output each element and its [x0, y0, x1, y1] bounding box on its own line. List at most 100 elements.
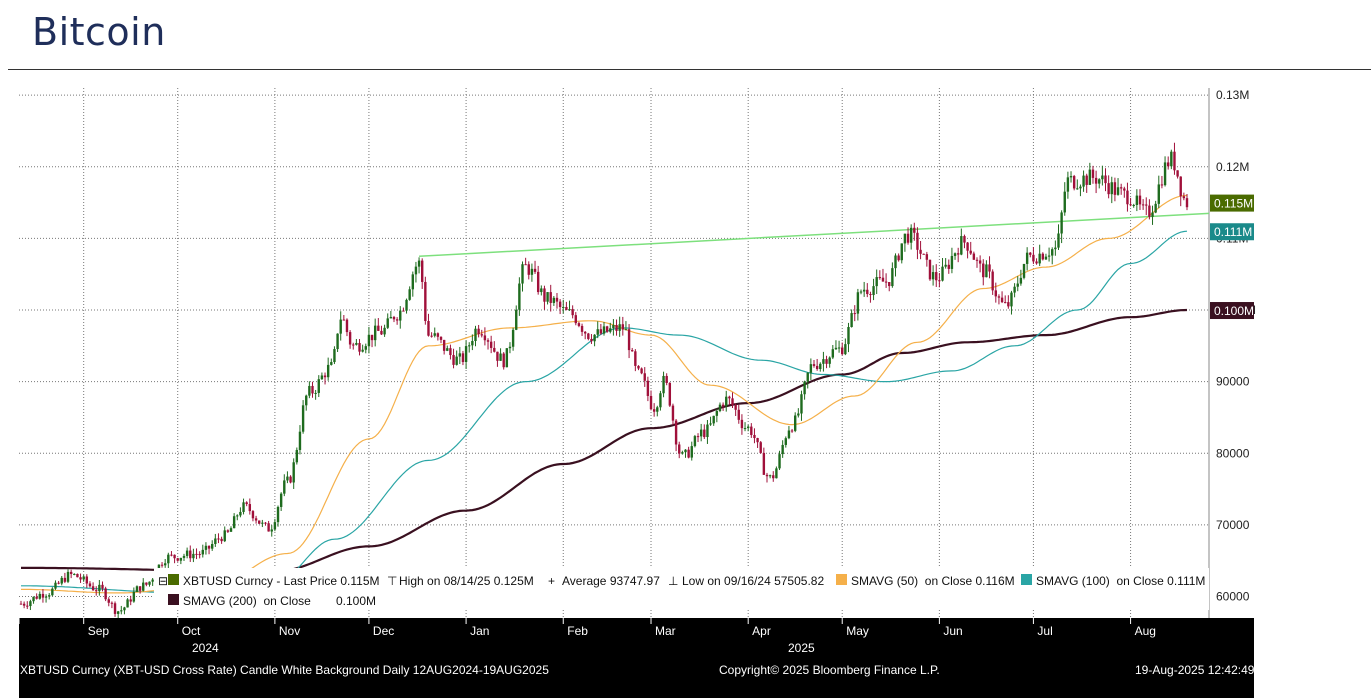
low-marker-icon: ⊥ — [668, 574, 678, 588]
candle-down — [759, 442, 762, 453]
candle-down — [424, 281, 427, 322]
candle-up — [900, 243, 903, 261]
gridlines — [19, 88, 1210, 618]
candle-down — [1032, 254, 1035, 262]
candle-down — [881, 277, 885, 282]
candle-down — [637, 365, 640, 369]
candle-down — [543, 288, 546, 302]
candle-up — [242, 502, 245, 512]
candle-up — [1170, 151, 1173, 167]
candle-down — [878, 277, 882, 279]
candle-down — [888, 282, 891, 287]
candle-up — [182, 555, 186, 558]
copyright: Copyright© 2025 Bloomberg Finance L.P. — [719, 663, 940, 677]
candle-down — [627, 329, 631, 351]
candle-down — [772, 475, 775, 479]
candle-down — [101, 584, 104, 589]
candle-down — [574, 315, 577, 324]
candle-down — [91, 586, 95, 591]
candle-up — [505, 348, 509, 368]
candle-down — [972, 253, 976, 260]
candle-down — [580, 325, 584, 332]
candle-up — [518, 283, 521, 310]
legend-swatch-sma200 — [168, 594, 179, 605]
candle-up — [872, 286, 875, 296]
legend-last-price: XBTUSD Curncy - Last Price 0.115M — [183, 574, 380, 588]
candle-down — [621, 324, 625, 330]
candle-down — [248, 504, 252, 512]
candle-down — [643, 373, 646, 381]
candle-down — [358, 342, 361, 352]
candle-down — [1004, 302, 1007, 304]
candle-down — [1176, 170, 1179, 177]
candle-down — [323, 375, 327, 378]
timestamp: 19-Aug-2025 12:42:49 — [1135, 663, 1255, 677]
candle-up — [712, 415, 715, 424]
candle-down — [493, 347, 496, 352]
candle-up — [944, 264, 947, 267]
candle-down — [753, 434, 756, 439]
x-axis-bar — [19, 618, 1254, 698]
candle-up — [201, 549, 204, 555]
candle-down — [311, 385, 314, 394]
candle-up — [891, 268, 894, 287]
candle-up — [593, 334, 596, 342]
candle-down — [352, 344, 355, 346]
candle-down — [765, 474, 769, 477]
candle-down — [978, 260, 982, 264]
candle-down — [1035, 261, 1038, 264]
candle-down — [251, 511, 255, 519]
y-tick-label: 90000 — [1216, 375, 1250, 389]
candle-up — [399, 310, 402, 321]
candle-up — [298, 431, 302, 450]
candle-down — [348, 332, 352, 345]
candle-down — [897, 255, 900, 261]
candle-up — [1054, 247, 1057, 250]
candle-up — [273, 522, 277, 530]
candle-up — [308, 385, 311, 396]
candle-up — [709, 423, 712, 425]
page-title: Bitcoin — [32, 10, 166, 54]
candle-up — [204, 545, 208, 550]
candle-up — [1025, 252, 1029, 264]
candle-up — [364, 346, 367, 350]
candle-up — [862, 289, 866, 292]
candle-up — [163, 563, 167, 566]
title-divider — [8, 69, 1371, 70]
candle-up — [339, 319, 342, 334]
candle-up — [562, 306, 565, 308]
candle-down — [1104, 175, 1107, 184]
candle-down — [615, 324, 618, 331]
axis-value-tag — [1210, 223, 1254, 241]
candle-up — [1057, 233, 1060, 248]
candle-up — [618, 324, 621, 331]
candles — [19, 142, 1189, 619]
candle-down — [489, 341, 493, 348]
candle-down — [1119, 187, 1123, 189]
y-tick-label: 0.13M — [1216, 88, 1249, 102]
candle-up — [656, 407, 659, 412]
candle-down — [649, 395, 653, 410]
candle-down — [721, 404, 725, 407]
candle-down — [731, 398, 734, 405]
candle-down — [1091, 169, 1095, 178]
candle-down — [555, 297, 559, 302]
candle-down — [756, 438, 759, 443]
candle-up — [292, 462, 295, 483]
candle-down — [938, 280, 941, 282]
candle-down — [524, 264, 527, 266]
y-tick-label: 80000 — [1216, 446, 1250, 460]
candle-up — [784, 438, 787, 445]
candle-up — [148, 581, 151, 585]
candle-down — [486, 340, 490, 342]
candle-down — [825, 359, 828, 364]
candle-down — [966, 242, 969, 251]
candle-up — [1157, 184, 1160, 204]
candle-down — [696, 436, 700, 438]
candle-down — [138, 586, 142, 591]
trendline-group — [419, 212, 1210, 258]
candle-up — [295, 449, 299, 463]
candle-up — [609, 328, 612, 332]
candle-up — [446, 348, 449, 351]
